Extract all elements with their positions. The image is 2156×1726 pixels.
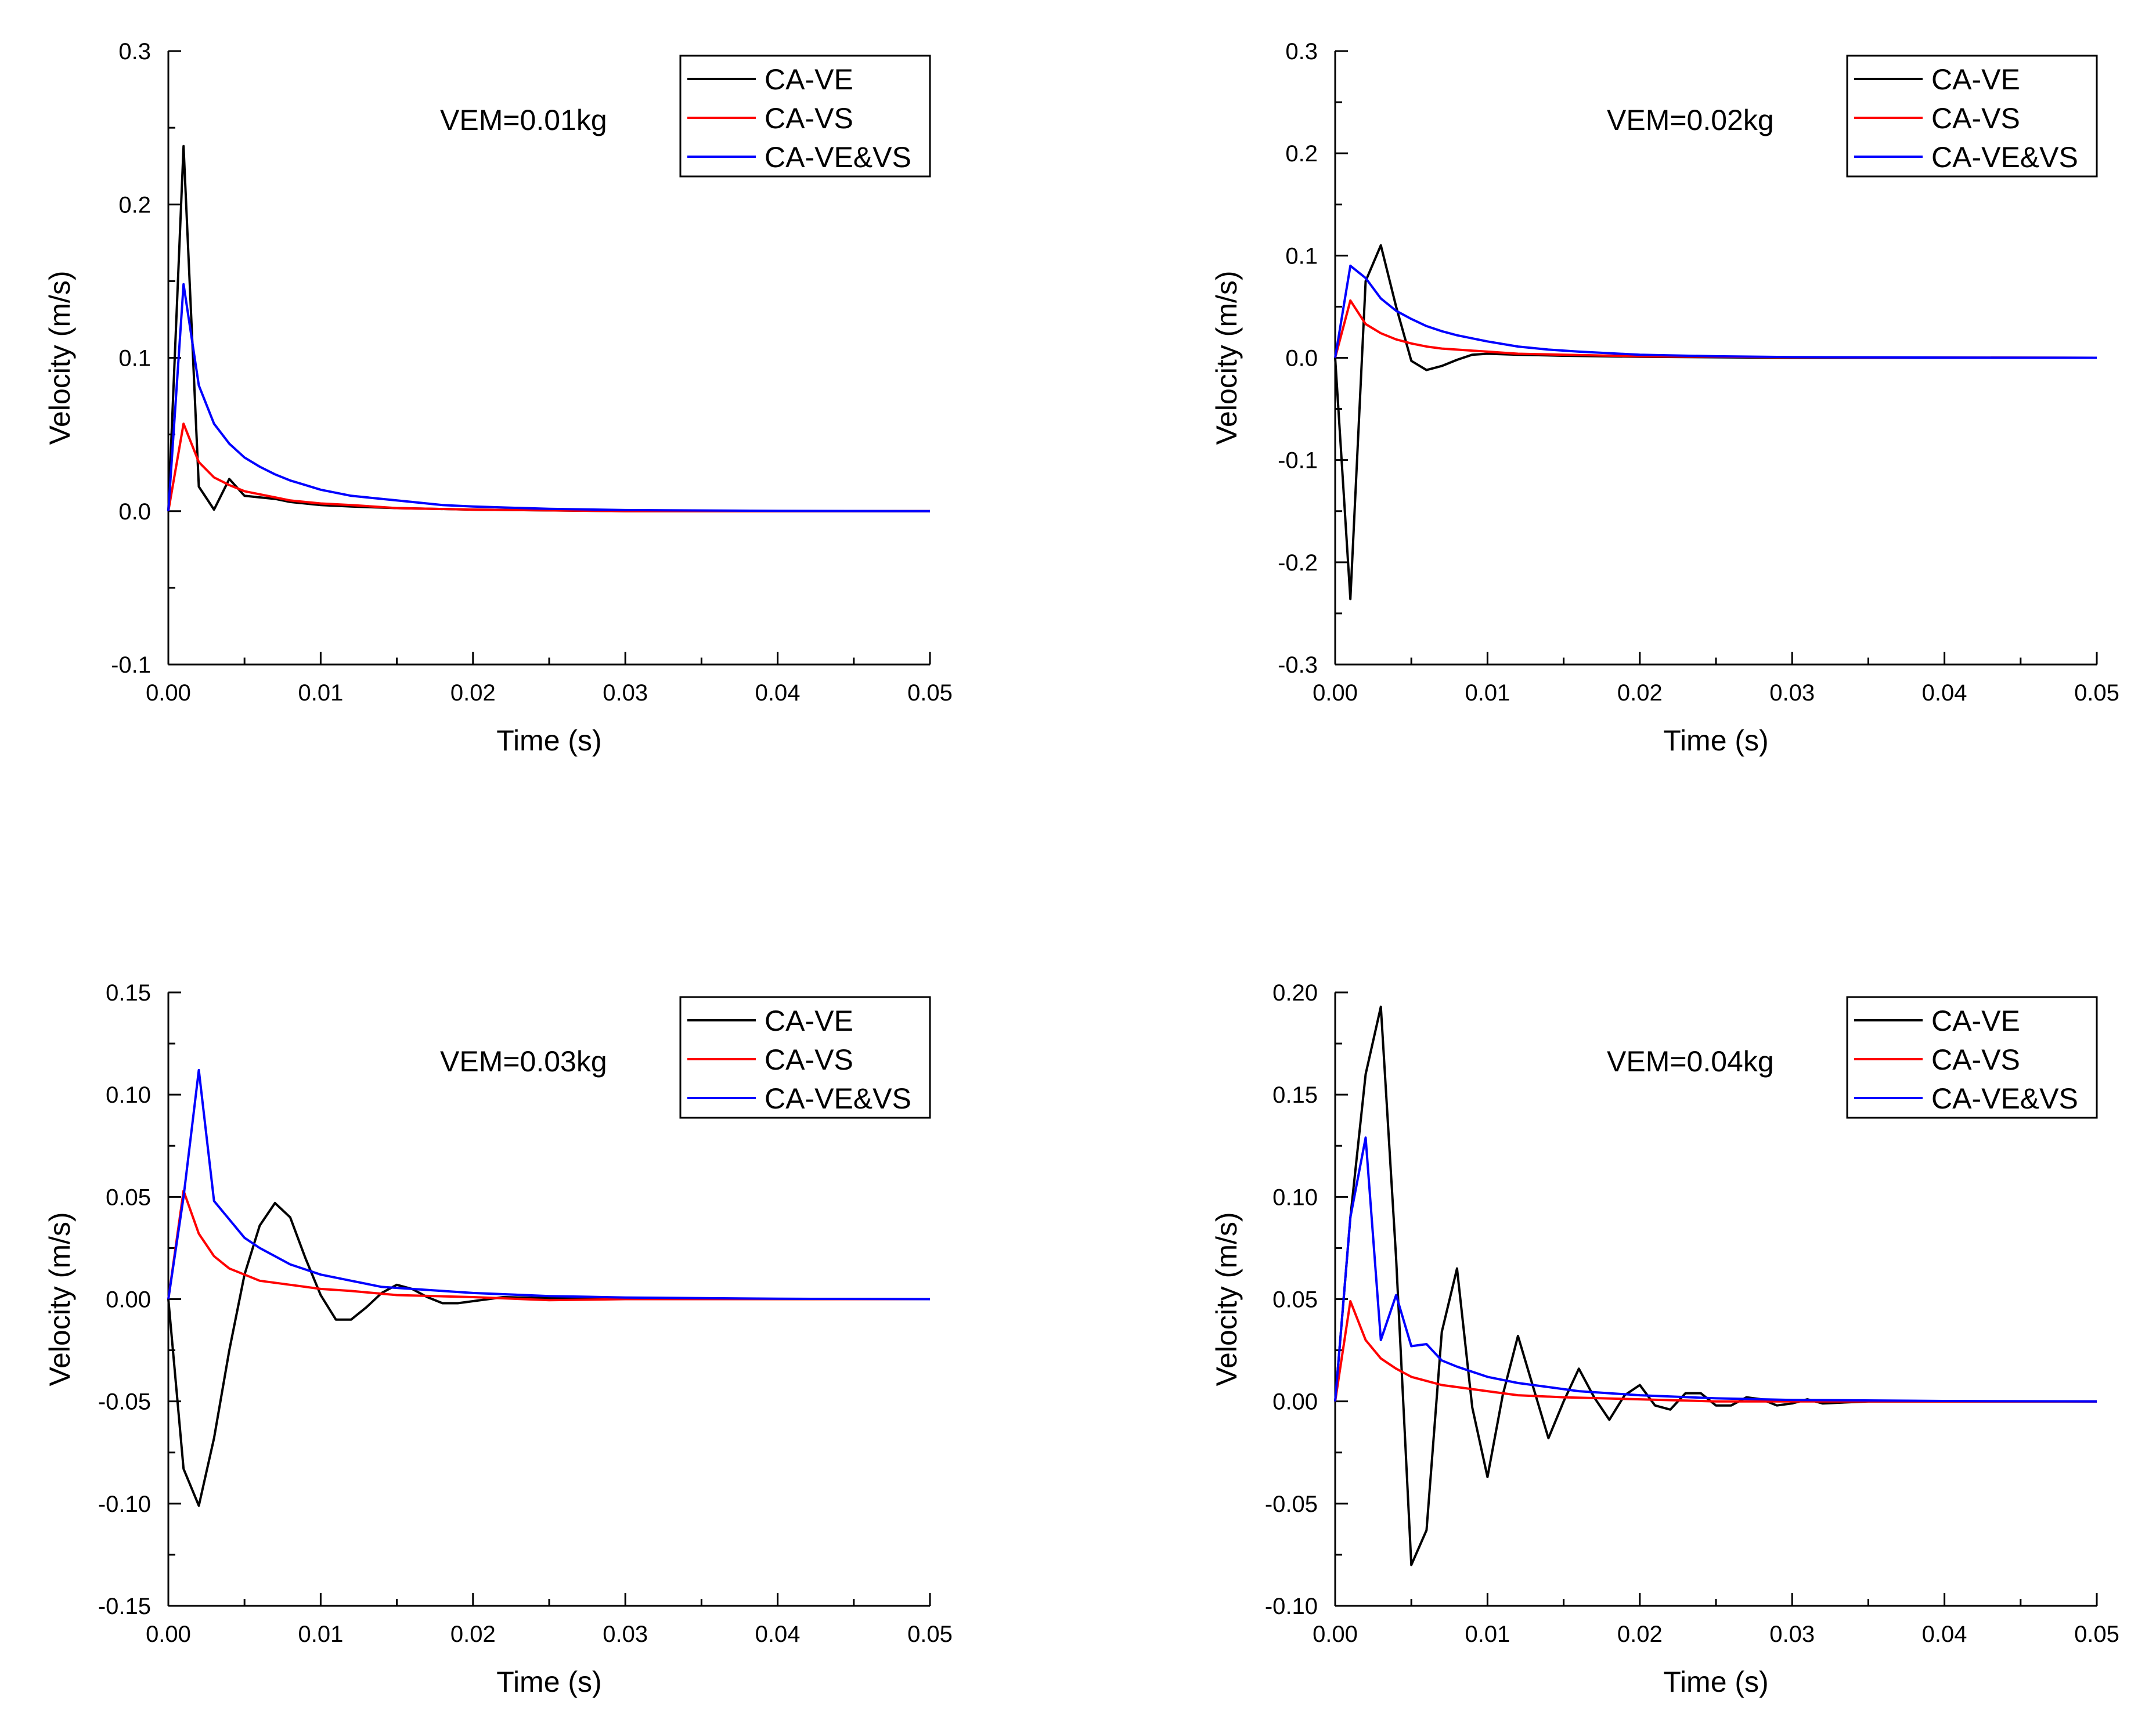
y-tick-label: 0.10	[1272, 1185, 1318, 1210]
series-line-ca-ve-vs	[1334, 1136, 2097, 1403]
y-tick-label: 0.05	[1272, 1287, 1318, 1313]
x-tick-label: 0.01	[1465, 1622, 1510, 1647]
y-axis-title: Velocity (m/s)	[1210, 270, 1243, 445]
x-tick-label: 0.03	[603, 680, 648, 706]
y-tick-label: 0.3	[1285, 39, 1318, 64]
x-tick-label: 0.01	[1465, 680, 1510, 706]
x-axis-title: Time (s)	[496, 1666, 601, 1698]
series-line-ca-ve-vs	[167, 283, 931, 512]
y-tick-label: 0.1	[118, 346, 151, 371]
x-tick-label: 0.02	[450, 1622, 496, 1647]
x-tick-label: 0.00	[1313, 1622, 1358, 1647]
x-axis-title: Time (s)	[496, 724, 601, 757]
x-tick-label: 0.05	[907, 680, 953, 706]
y-tick-label: 0.05	[106, 1185, 151, 1210]
x-tick-label: 0.01	[298, 1622, 343, 1647]
x-tick-label: 0.05	[2074, 1622, 2119, 1647]
x-axis-title: Time (s)	[1663, 724, 1768, 757]
y-tick-label: -0.3	[1278, 652, 1318, 678]
x-tick-label: 0.01	[298, 680, 343, 706]
legend-label: CA-VE&VS	[765, 1082, 911, 1115]
x-tick-label: 0.03	[603, 1622, 648, 1647]
y-axis-title: Velocity (m/s)	[44, 1212, 76, 1386]
x-tick-label: 0.05	[2074, 680, 2119, 706]
panels: 0.00 0.01 0.02 0.03 0.04 0.05 -0.1 0.0 0.1 0.2 0.3…	[44, 39, 2119, 1698]
x-tick-label: 0.05	[907, 1622, 953, 1647]
legend: CA-VE CA-VS CA-VE&VS	[1846, 55, 2098, 178]
x-tick-label: 0.04	[755, 680, 801, 706]
vem-annotation: VEM=0.02kg	[1607, 104, 1774, 136]
y-tick-label: -0.10	[98, 1492, 151, 1517]
x-tick-label: 0.04	[1922, 1622, 1967, 1647]
y-tick-label: 0.2	[1285, 141, 1318, 167]
x-axis-title: Time (s)	[1663, 1666, 1768, 1698]
y-tick-label: 0.3	[118, 39, 151, 64]
y-tick-label: -0.1	[111, 652, 151, 678]
legend: CA-VE CA-VS CA-VE&VS	[1846, 996, 2098, 1119]
vem-annotation: VEM=0.03kg	[440, 1045, 607, 1078]
x-tick-label: 0.04	[1922, 680, 1967, 706]
chart-panel-2: 0.00 0.01 0.02 0.03 0.04 0.05 -0.3 -0.2 -0.1 0.0 0…	[1210, 39, 2119, 757]
y-tick-label: 0.0	[118, 499, 151, 525]
legend-label: CA-VE	[1931, 63, 2020, 96]
chart-panel-1: 0.00 0.01 0.02 0.03 0.04 0.05 -0.1 0.0 0.1 0.2 0.3…	[44, 39, 953, 757]
x-tick-label: 0.00	[146, 680, 191, 706]
x-tick-label: 0.02	[1617, 680, 1663, 706]
legend: CA-VE CA-VS CA-VE&VS	[679, 55, 931, 178]
legend-label: CA-VE	[765, 63, 853, 96]
x-tick-label: 0.02	[1617, 1622, 1663, 1647]
series-line-ca-ve	[167, 1201, 930, 1507]
vem-annotation: VEM=0.04kg	[1607, 1045, 1774, 1078]
y-axis-title: Velocity (m/s)	[1210, 1212, 1243, 1386]
series-line-ca-vs	[167, 423, 930, 512]
y-tick-label: 0.15	[1272, 1082, 1318, 1108]
y-axis-title: Velocity (m/s)	[44, 270, 76, 445]
series-line-ca-ve-vs	[167, 1068, 931, 1301]
chart-panel-3: 0.00 0.01 0.02 0.03 0.04 0.05 -0.15 -0.10 -0.05 0…	[44, 980, 953, 1698]
legend-label: CA-VE&VS	[1931, 1082, 2078, 1115]
legend-label: CA-VS	[765, 102, 853, 135]
legend-label: CA-VE&VS	[765, 141, 911, 174]
legend-label: CA-VS	[1931, 102, 2020, 135]
legend-label: CA-VE	[765, 1005, 853, 1037]
legend-label: CA-VE&VS	[1931, 141, 2078, 174]
vem-annotation: VEM=0.01kg	[440, 104, 607, 136]
series-line-ca-ve	[1334, 1005, 2097, 1566]
y-tick-label: -0.15	[98, 1594, 151, 1619]
y-tick-label: 0.15	[106, 980, 151, 1006]
y-tick-label: 0.00	[106, 1287, 151, 1313]
y-tick-label: -0.05	[98, 1389, 151, 1415]
y-tick-label: 0.20	[1272, 980, 1318, 1006]
y-tick-label: 0.0	[1285, 346, 1318, 371]
x-tick-label: 0.00	[1313, 680, 1358, 706]
y-tick-label: -0.2	[1278, 550, 1318, 576]
legend-label: CA-VS	[1931, 1043, 2020, 1076]
series-line-ca-vs	[1334, 1300, 2097, 1403]
y-tick-label: 0.2	[118, 192, 151, 218]
series-line-ca-vs	[167, 1189, 930, 1302]
chart-panel-4: 0.00 0.01 0.02 0.03 0.04 0.05 -0.10 -0.05 0.00 0.…	[1210, 980, 2119, 1698]
y-tick-label: -0.05	[1265, 1492, 1318, 1517]
x-tick-label: 0.03	[1769, 680, 1815, 706]
x-tick-label: 0.00	[146, 1622, 191, 1647]
legend-label: CA-VE	[1931, 1005, 2020, 1037]
series-line-ca-vs	[1334, 299, 2097, 359]
y-tick-label: 0.00	[1272, 1389, 1318, 1415]
x-tick-label: 0.04	[755, 1622, 801, 1647]
legend-label: CA-VS	[765, 1043, 853, 1076]
legend: CA-VE CA-VS CA-VE&VS	[679, 996, 931, 1119]
x-tick-label: 0.02	[450, 680, 496, 706]
y-tick-label: -0.10	[1265, 1594, 1318, 1619]
y-tick-label: -0.1	[1278, 448, 1318, 474]
y-tick-label: 0.10	[106, 1082, 151, 1108]
x-tick-label: 0.03	[1769, 1622, 1815, 1647]
y-tick-label: 0.1	[1285, 243, 1318, 269]
series-line-ca-ve-vs	[1334, 264, 2097, 359]
